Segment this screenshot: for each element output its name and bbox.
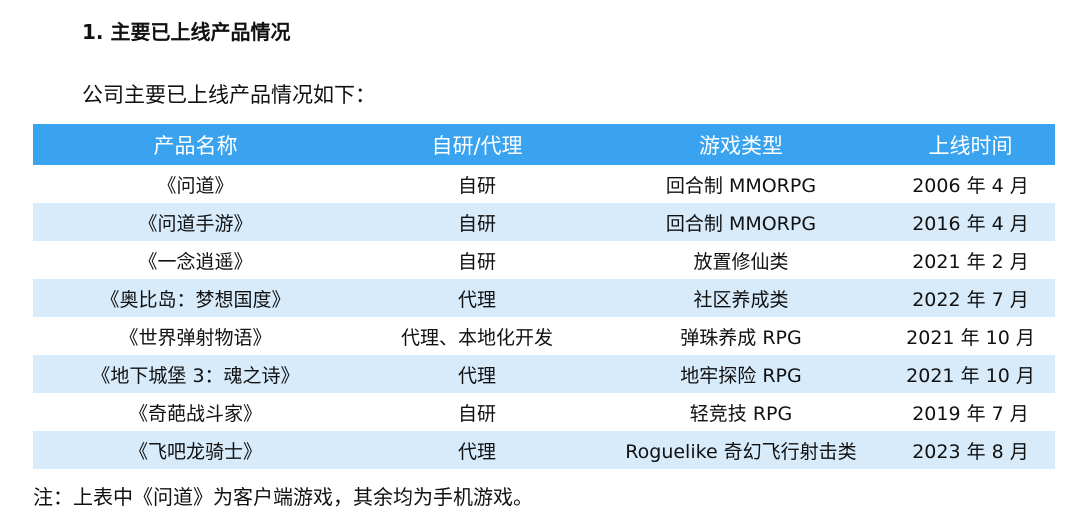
- cell-product-name: 《奥比岛：梦想国度》: [100, 288, 291, 311]
- cell-dev-type: 自研: [457, 212, 496, 235]
- cell-game-genre: Roguelike 奇幻飞行射击类: [625, 440, 857, 463]
- cell-product-name: 《奇葩战斗家》: [128, 402, 262, 425]
- table-row: 《一念逍遥》 自研 放置修仙类 2021 年 2 月: [33, 241, 1055, 279]
- cell-dev-type: 代理: [457, 364, 496, 387]
- table-row: 《世界弹射物语》 代理、本地化开发 弹珠养成 RPG 2021 年 10 月: [33, 317, 1055, 355]
- header-product-name: 产品名称: [153, 133, 238, 158]
- cell-game-genre: 回合制 MMORPG: [665, 174, 817, 197]
- cell-launch-date: 2021 年 10 月: [906, 326, 1035, 349]
- cell-launch-date: 2023 年 8 月: [912, 440, 1029, 463]
- table-row: 《问道手游》 自研 回合制 MMORPG 2016 年 4 月: [33, 203, 1055, 241]
- table-row: 《地下城堡 3：魂之诗》 代理 地牢探险 RPG 2021 年 10 月: [33, 355, 1055, 393]
- cell-product-name: 《飞吧龙骑士》: [128, 440, 262, 463]
- cell-game-genre: 地牢探险 RPG: [680, 364, 802, 387]
- cell-dev-type: 代理: [457, 288, 496, 311]
- cell-game-genre: 轻竞技 RPG: [689, 402, 793, 425]
- products-table: 产品名称 自研/代理 游戏类型 上线时间 《问道》 自研 回合制 MMORPG …: [33, 124, 1055, 469]
- table-header-row: 产品名称 自研/代理 游戏类型 上线时间: [33, 124, 1055, 165]
- cell-product-name: 《问道》: [157, 174, 234, 197]
- cell-product-name: 《一念逍遥》: [138, 250, 253, 273]
- table-row: 《飞吧龙骑士》 代理 Roguelike 奇幻飞行射击类 2023 年 8 月: [33, 431, 1055, 469]
- header-dev-type: 自研/代理: [431, 133, 523, 158]
- cell-launch-date: 2019 年 7 月: [912, 402, 1029, 425]
- section-heading: 1. 主要已上线产品情况: [82, 20, 291, 44]
- cell-product-name: 《地下城堡 3：魂之诗》: [91, 364, 300, 387]
- header-launch-date: 上线时间: [928, 133, 1013, 158]
- cell-launch-date: 2016 年 4 月: [912, 212, 1029, 235]
- table-row: 《奇葩战斗家》 自研 轻竞技 RPG 2019 年 7 月: [33, 393, 1055, 431]
- cell-game-genre: 放置修仙类: [693, 250, 789, 273]
- cell-dev-type: 代理、本地化开发: [400, 326, 553, 349]
- table-row: 《奥比岛：梦想国度》 代理 社区养成类 2022 年 7 月: [33, 279, 1055, 317]
- cell-game-genre: 社区养成类: [693, 288, 789, 311]
- cell-game-genre: 弹珠养成 RPG: [680, 326, 802, 349]
- table-row: 《问道》 自研 回合制 MMORPG 2006 年 4 月: [33, 165, 1055, 203]
- intro-text: 公司主要已上线产品情况如下：: [82, 83, 376, 107]
- cell-dev-type: 自研: [457, 402, 496, 425]
- cell-dev-type: 自研: [457, 250, 496, 273]
- cell-launch-date: 2006 年 4 月: [912, 174, 1029, 197]
- cell-product-name: 《问道手游》: [138, 212, 253, 235]
- cell-launch-date: 2021 年 10 月: [906, 364, 1035, 387]
- cell-launch-date: 2021 年 2 月: [912, 250, 1029, 273]
- cell-dev-type: 自研: [457, 174, 496, 197]
- table-footnote: 注：上表中《问道》为客户端游戏，其余均为手机游戏。: [33, 485, 533, 509]
- cell-dev-type: 代理: [457, 440, 496, 463]
- header-game-genre: 游戏类型: [699, 133, 783, 158]
- cell-game-genre: 回合制 MMORPG: [665, 212, 817, 235]
- cell-launch-date: 2022 年 7 月: [912, 288, 1029, 311]
- cell-product-name: 《世界弹射物语》: [119, 326, 272, 349]
